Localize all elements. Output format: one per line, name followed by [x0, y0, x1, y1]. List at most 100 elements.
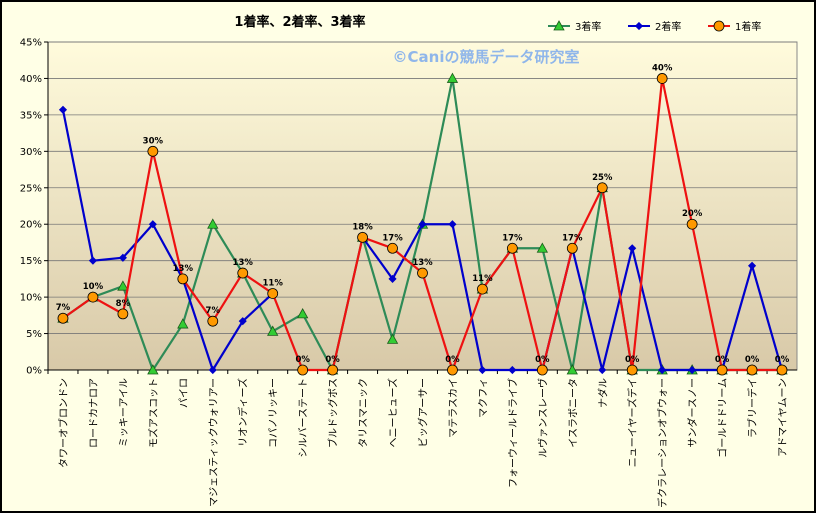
data-point-diamond: [388, 274, 397, 283]
legend: 3着率 2着率 1着率: [548, 20, 761, 33]
y-tick-label: 45%: [20, 38, 42, 49]
data-point-circle: [686, 218, 698, 230]
legend-marker: [634, 21, 644, 31]
x-tick-label: ロードカナロア: [88, 378, 100, 448]
data-point-triangle: [207, 218, 219, 229]
x-tick-label: イスラボニータ: [567, 378, 579, 448]
legend-label: 1着率: [735, 20, 761, 33]
data-point-circle: [566, 242, 578, 254]
data-point-circle: [147, 145, 159, 157]
x-tick-label: コパノリッキー: [268, 378, 280, 448]
data-label: 30%: [143, 136, 164, 146]
plot-area: [47, 41, 798, 371]
data-point-circle: [716, 364, 728, 376]
x-tick-label: ヘニーヒューズ: [387, 378, 400, 448]
data-label: 13%: [412, 258, 433, 268]
data-label: 0%: [445, 355, 460, 365]
y-tick-label: 40%: [20, 74, 42, 85]
data-label: 40%: [652, 63, 673, 73]
data-point-triangle: [566, 364, 578, 375]
data-point-circle: [713, 20, 725, 32]
x-tick-label: アドマイヤムーン: [777, 378, 789, 457]
series-3: [57, 73, 788, 376]
data-point-circle: [596, 182, 608, 194]
data-label: 20%: [682, 209, 703, 219]
data-point-circle: [177, 273, 189, 285]
data-label: 10%: [83, 282, 104, 292]
data-point-circle: [506, 242, 518, 254]
y-tick-label: 30%: [20, 147, 42, 158]
data-label: 17%: [562, 233, 583, 243]
data-point-diamond: [418, 220, 427, 229]
x-tick-label: ミッキーアイル: [119, 378, 130, 447]
data-label: 25%: [592, 173, 613, 183]
data-label: 0%: [295, 355, 310, 365]
data-point-diamond: [598, 365, 607, 375]
data-point-circle: [447, 364, 458, 376]
y-tick-label: 25%: [20, 183, 42, 194]
data-label: 0%: [535, 355, 550, 365]
data-point-circle: [776, 364, 788, 376]
data-point-diamond: [688, 365, 697, 375]
x-tick-label: モズアスコット: [147, 378, 160, 448]
data-point-triangle: [117, 280, 129, 291]
data-point-circle: [536, 364, 548, 376]
data-label: 0%: [745, 355, 760, 365]
data-label: 17%: [502, 233, 523, 243]
series-line: [61, 109, 274, 373]
data-point-circle: [477, 283, 488, 295]
data-point-diamond: [88, 256, 98, 265]
watermark-text: ©Caniの競馬データ研究室: [393, 48, 580, 66]
data-point-triangle: [386, 333, 399, 344]
data-label: 7%: [56, 303, 71, 313]
data-label: 0%: [715, 355, 730, 365]
data-point-circle: [417, 267, 428, 279]
legend-label: 3着率: [575, 20, 601, 33]
data-point-circle: [656, 73, 668, 84]
legend-label: 2着率: [655, 20, 681, 33]
data-point-diamond: [747, 261, 757, 270]
data-point-circle: [297, 364, 309, 376]
data-point-circle: [207, 315, 219, 327]
x-tick-label: ニューイヤーズデイ: [626, 378, 639, 467]
data-point-triangle: [296, 308, 309, 319]
data-point-circle: [626, 364, 638, 376]
data-point-circle: [117, 308, 129, 320]
data-point-circle: [237, 267, 249, 279]
x-tick-label: ルヴァンスレーヴ: [536, 378, 549, 458]
data-label: 17%: [382, 233, 403, 243]
data-point-circle: [746, 364, 758, 376]
data-point-triangle: [446, 72, 459, 83]
y-tick-label: 10%: [20, 293, 42, 304]
series-group: [57, 72, 788, 376]
y-tick-label: 20%: [20, 220, 42, 231]
x-tick-label: ゴールドドリーム: [716, 378, 729, 458]
data-label: 13%: [233, 258, 254, 268]
data-point-triangle: [267, 325, 279, 336]
x-tick-label: タワーオブロンドン: [57, 378, 70, 468]
y-tick-label: 5%: [26, 329, 42, 340]
data-point-triangle: [177, 318, 189, 329]
y-tick-label: 0%: [26, 366, 42, 377]
x-axis: タワーオブロンドン ロードカナロア ミッキーアイル モズアスコット パイロ マジェスティッ…: [47, 369, 797, 508]
data-point-triangle: [147, 364, 159, 375]
x-tick-label: マクフィ: [477, 378, 489, 418]
x-tick-label: タリスマニック: [358, 378, 370, 448]
x-tick-label: ブルドッグボス: [327, 378, 340, 448]
x-tick-label: ナダル: [596, 378, 609, 408]
data-point-circle: [357, 231, 368, 243]
x-tick-label: ラブリーデイ: [746, 378, 759, 438]
data-point-diamond: [634, 21, 644, 31]
y-tick-label: 35%: [20, 110, 42, 121]
data-point-circle: [267, 288, 279, 299]
x-tick-label: フォーウィールドライブ: [506, 378, 519, 488]
x-tick-label: マジェスティックウォリアー: [208, 378, 220, 507]
x-tick-label: リオンディーズ: [237, 378, 250, 447]
data-label: 11%: [472, 274, 493, 284]
data-point-circle: [87, 291, 99, 303]
data-label: 13%: [173, 264, 194, 274]
data-point-diamond: [658, 365, 667, 375]
x-tick-label: サンダースノー: [686, 378, 699, 448]
data-point-diamond: [118, 253, 127, 262]
